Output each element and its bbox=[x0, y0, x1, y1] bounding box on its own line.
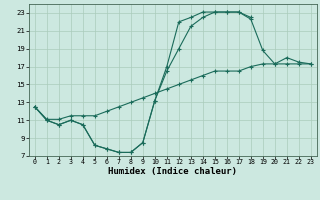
X-axis label: Humidex (Indice chaleur): Humidex (Indice chaleur) bbox=[108, 167, 237, 176]
